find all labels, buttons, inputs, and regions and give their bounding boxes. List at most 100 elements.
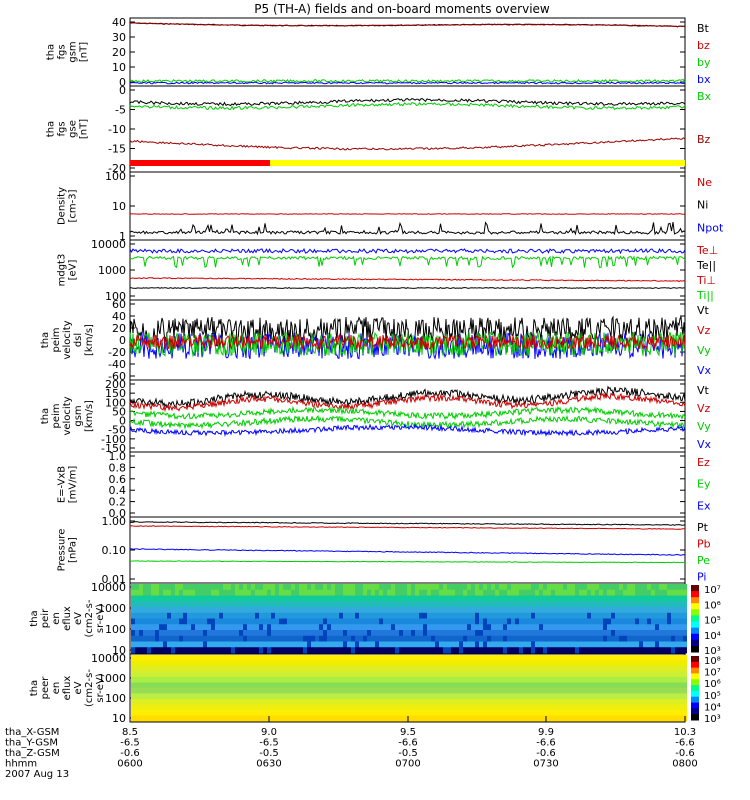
spectrogram-electron-cell bbox=[319, 655, 323, 661]
spectrogram-electron-cell bbox=[219, 671, 223, 678]
spectrogram-ion-cell bbox=[607, 589, 611, 596]
status-bar-yellow bbox=[270, 160, 685, 166]
spectrogram-ion-cell bbox=[591, 612, 595, 619]
spectrogram-electron-cell bbox=[363, 677, 367, 683]
spectrogram-electron-cell bbox=[443, 671, 447, 678]
spectrogram-electron-cell bbox=[355, 699, 359, 705]
spectrogram-ion-cell bbox=[231, 601, 235, 608]
spectrogram-electron-cell bbox=[583, 671, 587, 678]
spectrogram-ion-cell bbox=[551, 595, 555, 602]
spectrogram-ion-cell bbox=[603, 624, 607, 631]
spectrogram-electron-cell bbox=[431, 677, 435, 683]
spectrogram-ion-cell bbox=[587, 584, 591, 591]
spectrogram-ion-cell bbox=[607, 601, 611, 608]
spectrogram-electron-cell bbox=[407, 710, 411, 716]
spectrogram-electron-cell bbox=[199, 715, 203, 722]
spectrogram-ion-cell bbox=[291, 595, 295, 602]
spectrogram-ion-cell bbox=[323, 641, 327, 648]
spectrogram-electron-cell bbox=[663, 682, 667, 689]
spectrogram-electron-cell bbox=[571, 655, 575, 661]
spectrogram-ion-cell bbox=[267, 630, 271, 637]
spectrogram-electron-cell bbox=[635, 682, 639, 689]
spectrogram-ion-cell bbox=[183, 584, 187, 591]
colorbar-label: 10⁴ bbox=[704, 631, 721, 642]
spectrogram-electron-cell bbox=[639, 677, 643, 683]
spectrogram-ion-cell bbox=[243, 595, 247, 602]
spectrogram-electron-cell bbox=[147, 704, 151, 711]
spectrogram-ion-cell bbox=[339, 647, 343, 654]
spectrogram-ion-cell bbox=[275, 647, 279, 654]
x-column-value: -6.5 bbox=[259, 738, 279, 749]
spectrogram-ion-cell bbox=[543, 601, 547, 608]
spectrogram-electron-cell bbox=[139, 666, 143, 672]
spectrogram-ion-cell bbox=[635, 595, 639, 602]
spectrogram-ion-cell bbox=[475, 630, 479, 637]
spectrogram-electron-cell bbox=[479, 682, 483, 689]
spectrogram-ion-cell bbox=[251, 630, 255, 637]
spectrogram-ion-cell bbox=[335, 624, 339, 631]
spectrogram-electron-cell bbox=[523, 682, 527, 689]
spectrogram-electron-cell bbox=[427, 677, 431, 683]
spectrogram-ion-cell bbox=[167, 601, 171, 608]
spectrogram-ion-cell bbox=[139, 584, 143, 591]
spectrogram-ion-cell bbox=[479, 589, 483, 596]
spectrogram-electron-cell bbox=[507, 693, 511, 700]
spectrogram-ion-cell bbox=[155, 612, 159, 619]
spectrogram-ion-cell bbox=[183, 618, 187, 625]
spectrogram-ion-cell bbox=[227, 624, 231, 631]
spectrogram-electron-cell bbox=[215, 655, 219, 661]
spectrogram-electron-cell bbox=[643, 655, 647, 661]
spectrogram-electron-cell bbox=[195, 693, 199, 700]
spectrogram-electron-cell bbox=[563, 715, 567, 722]
spectrogram-ion-cell bbox=[451, 630, 455, 637]
spectrogram-electron-cell bbox=[251, 693, 255, 700]
spectrogram-electron-cell bbox=[659, 688, 663, 694]
spectrogram-ion-cell bbox=[439, 595, 443, 602]
spectrogram-ion-cell bbox=[291, 630, 295, 637]
spectrogram-electron-cell bbox=[243, 671, 247, 678]
spectrogram-ion-cell bbox=[135, 607, 139, 614]
spectrogram-electron-cell bbox=[231, 671, 235, 678]
spectrogram-ion-cell bbox=[427, 624, 431, 631]
spectrogram-ion-cell bbox=[139, 635, 143, 642]
spectrogram-ion-cell bbox=[363, 607, 367, 614]
spectrogram-electron-cell bbox=[311, 693, 315, 700]
spectrogram-electron-cell bbox=[527, 682, 531, 689]
spectrogram-ion-cell bbox=[583, 618, 587, 625]
spectrogram-ion-cell bbox=[319, 624, 323, 631]
spectrogram-electron-cell bbox=[195, 666, 199, 672]
spectrogram-electron-cell bbox=[591, 666, 595, 672]
spectrogram-electron-cell bbox=[299, 682, 303, 689]
spectrogram-ion-cell bbox=[291, 647, 295, 654]
spectrogram-ion-cell bbox=[519, 589, 523, 596]
spectrogram-ion-cell bbox=[559, 595, 563, 602]
spectrogram-electron-cell bbox=[371, 660, 375, 667]
spectrogram-ion-cell bbox=[555, 635, 559, 642]
spectrogram-ion-cell bbox=[259, 641, 263, 648]
spectrogram-electron-cell bbox=[679, 704, 683, 711]
spectrogram-ion-cell bbox=[367, 612, 371, 619]
spectrogram-ion-cell bbox=[459, 624, 463, 631]
spectrogram-electron-cell bbox=[395, 704, 399, 711]
spectrogram-ion-cell bbox=[499, 589, 503, 596]
spectrogram-ion-cell bbox=[275, 624, 279, 631]
spectrogram-ion-cell bbox=[531, 624, 535, 631]
spectrogram-ion-cell bbox=[151, 612, 155, 619]
spectrogram-electron-cell bbox=[223, 699, 227, 705]
colorbar-electron-swatch bbox=[691, 656, 699, 663]
spectrogram-electron-cell bbox=[347, 710, 351, 716]
spectrogram-ion-cell bbox=[599, 607, 603, 614]
spectrogram-ion-cell bbox=[379, 618, 383, 625]
spectrogram-electron-cell bbox=[291, 688, 295, 694]
spectrogram-ion-cell bbox=[207, 607, 211, 614]
spectrogram-ion-cell bbox=[383, 624, 387, 631]
spectrogram-electron-cell bbox=[267, 655, 271, 661]
spectrogram-electron-cell bbox=[499, 693, 503, 700]
spectrogram-electron-cell bbox=[679, 655, 683, 661]
spectrogram-ion-cell bbox=[131, 618, 135, 625]
spectrogram-electron-cell bbox=[499, 671, 503, 678]
spectrogram-ion-cell bbox=[327, 635, 331, 642]
spectrogram-ion-cell bbox=[331, 595, 335, 602]
spectrogram-ion-cell bbox=[435, 630, 439, 637]
y-axis-label: eflux bbox=[62, 676, 73, 701]
